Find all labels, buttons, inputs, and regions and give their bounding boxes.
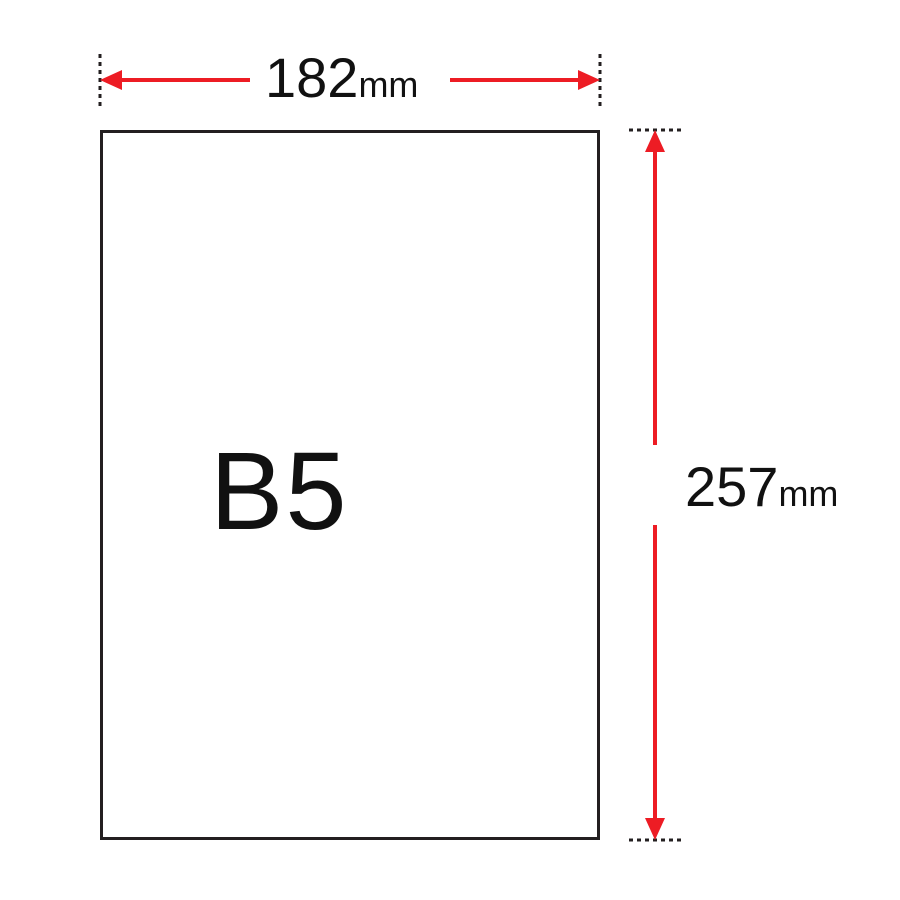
- height-dimension-label: 257mm: [685, 454, 838, 519]
- width-value: 182: [265, 46, 358, 109]
- paper-rect: [100, 130, 600, 840]
- height-value: 257: [685, 455, 778, 518]
- paper-size-label: B5: [210, 428, 349, 555]
- height-unit: mm: [778, 473, 838, 514]
- width-unit: mm: [358, 64, 418, 105]
- width-dimension-label: 182mm: [265, 45, 418, 110]
- diagram-canvas: B5 182mm 257mm: [0, 0, 900, 900]
